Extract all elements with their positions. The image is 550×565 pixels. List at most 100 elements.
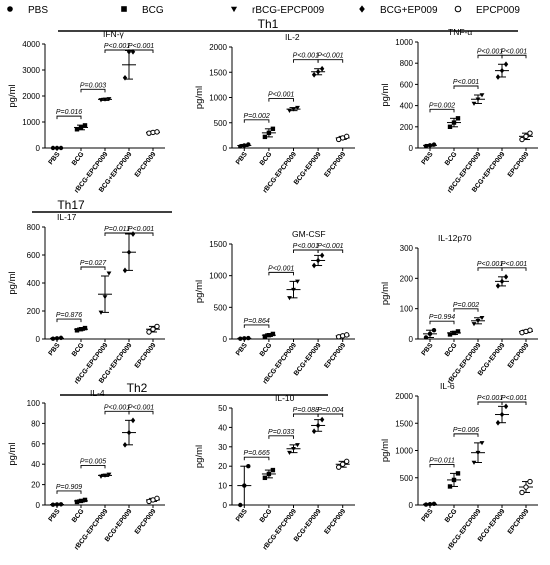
data-point xyxy=(499,411,505,418)
legend-marker xyxy=(121,6,127,12)
p-value-label: P<0.001 xyxy=(104,43,130,50)
data-point xyxy=(315,257,321,264)
y-tick-label: 4000 xyxy=(22,40,40,49)
error-bar xyxy=(98,275,112,313)
p-value-label: P<0.001 xyxy=(317,243,343,250)
x-tick-label: PBS xyxy=(420,342,434,358)
data-point xyxy=(311,71,317,78)
legend-item: BCG xyxy=(121,5,164,16)
y-tick-label: 1000 xyxy=(209,94,227,103)
data-point xyxy=(495,74,501,80)
data-point xyxy=(295,279,300,284)
significance-bracket: P<0.001 xyxy=(293,53,319,63)
y-tick-label: 0 xyxy=(409,144,414,153)
panel-title: TNF-α xyxy=(448,27,472,37)
significance-bracket: P=0.027 xyxy=(80,260,107,270)
p-value-label: P=0.027 xyxy=(80,260,107,267)
legend-item: EPCP009 xyxy=(454,5,520,16)
y-tick-label: 2000 xyxy=(209,43,227,52)
y-axis-label: pg/ml xyxy=(7,84,18,107)
data-point xyxy=(344,458,350,465)
y-tick-label: 200 xyxy=(400,274,414,283)
data-point xyxy=(262,334,268,339)
y-axis-label: pg/ml xyxy=(7,442,18,465)
p-value-label: P<0.001 xyxy=(128,404,154,411)
y-tick-label: 2000 xyxy=(22,92,40,101)
data-point xyxy=(262,475,268,481)
data-point xyxy=(495,419,501,426)
y-tick-label: 0 xyxy=(409,501,414,510)
significance-bracket: P<0.001 xyxy=(453,79,479,89)
y-tick-label: 2000 xyxy=(395,392,413,401)
data-point xyxy=(451,477,457,483)
y-axis-label: pg/ml xyxy=(380,282,391,305)
y-tick-label: 400 xyxy=(400,102,414,111)
data-point xyxy=(427,501,433,507)
significance-bracket: P<0.001 xyxy=(104,43,130,53)
y-tick-label: 20 xyxy=(31,481,40,490)
x-tick-label: BCG xyxy=(71,342,86,358)
significance-bracket: P=0.033 xyxy=(268,429,294,439)
significance-bracket: P<0.001 xyxy=(128,43,154,53)
data-point xyxy=(106,97,112,102)
x-tick-label: BCG xyxy=(259,151,274,167)
x-tick-label: PBS xyxy=(420,508,434,524)
p-value-label: P=0.909 xyxy=(56,484,82,491)
y-tick-label: 300 xyxy=(400,244,414,253)
x-tick-label: EPCP009 xyxy=(323,151,347,179)
data-point xyxy=(74,328,80,333)
p-value-label: P=0.016 xyxy=(56,109,82,116)
data-point xyxy=(447,332,453,337)
legend-label: EPCP009 xyxy=(476,5,520,16)
data-point xyxy=(82,325,88,331)
data-point xyxy=(270,126,276,132)
data-point xyxy=(50,145,56,151)
data-point xyxy=(122,441,128,448)
data-point xyxy=(74,127,80,132)
data-point xyxy=(336,464,342,470)
data-point xyxy=(311,262,317,269)
significance-bracket: P=0.994 xyxy=(429,314,455,325)
y-tick-label: 40 xyxy=(31,460,40,469)
y-tick-label: 10 xyxy=(218,482,227,491)
data-point xyxy=(431,328,437,333)
group-label: Th1 xyxy=(258,17,279,31)
data-point xyxy=(58,335,64,341)
data-point xyxy=(270,331,276,337)
significance-bracket: P<0.001 xyxy=(317,53,344,63)
p-value-label: P<0.001 xyxy=(128,43,154,50)
legend-marker xyxy=(359,5,365,13)
x-tick-label: BCG xyxy=(259,508,274,524)
p-value-label: P=0.002 xyxy=(429,102,455,109)
data-point xyxy=(479,93,485,98)
x-tick-label: EPCP009 xyxy=(323,342,347,370)
panel-title: IL-12p70 xyxy=(438,233,472,243)
legend-marker xyxy=(454,5,462,13)
significance-bracket: P=0.006 xyxy=(453,427,479,437)
y-tick-label: 20 xyxy=(218,462,227,471)
significance-bracket: P=0.876 xyxy=(56,312,82,323)
x-tick-label: BCG xyxy=(71,151,86,167)
y-tick-label: 40 xyxy=(218,423,227,432)
x-tick-label: EPCP009 xyxy=(507,342,531,370)
data-point xyxy=(98,98,104,103)
significance-bracket: P<0.001 xyxy=(501,48,527,59)
legend-label: BCG+EP009 xyxy=(380,5,438,16)
data-point xyxy=(270,467,276,473)
p-value-label: P=0.088 xyxy=(293,407,319,414)
p-value-label: P<0.001 xyxy=(268,92,294,99)
x-tick-label: PBS xyxy=(47,151,61,167)
legend-item: BCG+EP009 xyxy=(359,5,438,16)
data-point xyxy=(340,461,346,467)
data-point xyxy=(499,278,505,285)
legend: PBS BCG rBCG-EPCP009 BCG+EP009 EPCP009 xyxy=(7,5,520,16)
data-point xyxy=(427,143,433,148)
panel-title: IL-6 xyxy=(440,381,455,391)
data-point xyxy=(427,331,433,337)
